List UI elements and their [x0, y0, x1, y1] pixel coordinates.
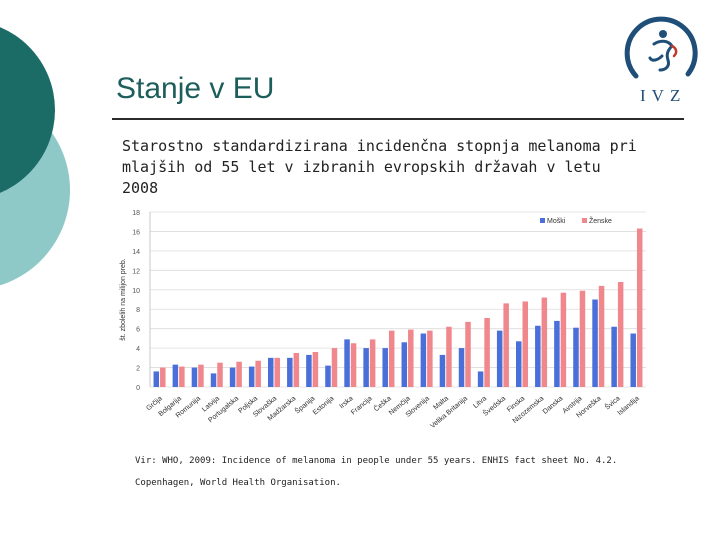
- bar-male: [630, 333, 636, 387]
- bar-female: [636, 228, 643, 387]
- bar-female: [350, 343, 357, 387]
- bar-male: [611, 326, 617, 387]
- logo-figure: [648, 39, 674, 72]
- bar-female: [503, 303, 509, 387]
- bar-female: [388, 330, 395, 387]
- y-tick-label: 12: [132, 268, 140, 275]
- logo-arc: [624, 16, 698, 79]
- y-axis-label: št. zbolelih na milijon preb.: [120, 258, 127, 341]
- logo-head: [659, 30, 667, 38]
- bar-male: [287, 357, 293, 387]
- bar-male: [592, 299, 598, 387]
- x-tick-label: Francija: [350, 395, 374, 416]
- bar-male: [172, 364, 179, 387]
- legend-swatch: [540, 218, 545, 223]
- bar-male: [248, 366, 255, 387]
- y-tick-label: 6: [136, 327, 140, 334]
- bar-male: [191, 367, 198, 387]
- bar-female: [408, 329, 414, 387]
- x-tick-label: Irska: [338, 395, 354, 410]
- decorative-circles: [0, 27, 70, 286]
- bar-male: [554, 320, 560, 387]
- bar-female: [274, 357, 280, 387]
- bar-female: [446, 326, 452, 387]
- bar-female: [331, 348, 338, 387]
- source-line-2: Copenhagen, World Health Organisation.: [135, 478, 341, 488]
- bar-male: [516, 341, 522, 387]
- bar-female: [179, 366, 185, 387]
- subtitle-line-2: mlajših od 55 let v izbranih evropskih d…: [122, 158, 601, 197]
- bar-female: [293, 352, 300, 387]
- bar-male: [344, 339, 350, 387]
- bar-male: [363, 348, 369, 387]
- y-tick-label: 2: [136, 366, 140, 373]
- bar-female: [579, 290, 586, 387]
- x-tick-label: Estonija: [312, 395, 336, 416]
- x-tick-label: Danska: [542, 395, 565, 416]
- bar-female: [236, 361, 242, 387]
- ivz-logo-icon: [624, 16, 698, 79]
- chart-description: Starostno standardizirana incidenčna sto…: [122, 136, 642, 199]
- y-tick-label: 14: [132, 249, 140, 256]
- bar-female: [369, 339, 376, 387]
- y-tick-label: 8: [136, 307, 140, 314]
- bar-male: [420, 333, 427, 387]
- bar-female: [255, 360, 261, 387]
- subtitle-line-1: Starostno standardizirana incidenčna sto…: [122, 137, 637, 155]
- bar-female: [198, 364, 204, 387]
- y-tick-label: 4: [136, 346, 140, 353]
- source-line-1: Vir: WHO, 2009: Incidence of melanoma in…: [135, 456, 618, 466]
- legend-swatch: [582, 218, 587, 223]
- y-tick-label: 16: [132, 229, 140, 236]
- title-divider: [112, 118, 684, 120]
- bar-female: [465, 321, 471, 387]
- bar-female: [160, 367, 166, 387]
- bar-female: [617, 282, 624, 387]
- logo-figure-red: [670, 44, 678, 58]
- bar-male: [477, 371, 484, 387]
- bar-male: [535, 325, 541, 387]
- bar-male: [439, 354, 446, 387]
- bar-male: [401, 342, 408, 387]
- bar-male: [458, 348, 465, 387]
- bar-female: [522, 301, 528, 387]
- bar-female: [598, 285, 605, 387]
- logo-text: IVZ: [640, 86, 687, 105]
- page-title: Stanje v EU: [116, 72, 275, 105]
- bar-male: [496, 330, 503, 387]
- y-tick-label: 18: [132, 210, 140, 217]
- bar-male: [210, 373, 217, 387]
- source-citation: Vir: WHO, 2009: Incidence of melanoma in…: [135, 450, 617, 494]
- bar-male: [573, 327, 579, 387]
- legend-label: Moški: [547, 218, 566, 225]
- melanoma-bar-chart: 0 2 4 6 8 10 12 14 16 18 št. zbolelih na milijon p…: [120, 210, 646, 430]
- bar-male: [229, 367, 236, 387]
- bar-female: [541, 297, 548, 387]
- bar-female: [312, 352, 319, 387]
- x-tick-label: Islandija: [617, 395, 641, 417]
- bar-male: [153, 371, 160, 387]
- bar-female: [560, 292, 567, 387]
- bar-male: [306, 354, 312, 387]
- bar-male: [268, 357, 274, 387]
- x-tick-label: Litva: [472, 395, 488, 410]
- legend-label: Ženske: [589, 216, 612, 225]
- bar-female: [484, 317, 490, 387]
- bar-female: [427, 330, 433, 387]
- dark-teal-circle: [0, 27, 55, 193]
- bar-male: [382, 348, 388, 387]
- bar-female: [217, 362, 223, 387]
- y-tick-label: 0: [136, 385, 140, 392]
- bar-male: [325, 365, 331, 387]
- y-tick-label: 10: [132, 288, 140, 295]
